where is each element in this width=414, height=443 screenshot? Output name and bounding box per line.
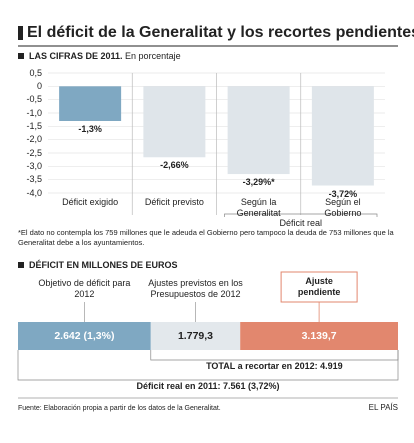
y-tick-label: -2,5 xyxy=(26,147,42,158)
highlight-box xyxy=(280,271,358,303)
category-label: Objetivo de déficit para 2012 xyxy=(38,278,131,299)
value-label: -3,29%* xyxy=(242,177,275,188)
bar-segment xyxy=(240,322,398,350)
source: Fuente: Elaboración propia a partir de l… xyxy=(18,405,221,412)
value-label: -1,3% xyxy=(78,124,102,134)
category-label: Déficit previsto xyxy=(144,197,204,207)
category-label: Según el Gobierno xyxy=(324,197,362,218)
bar xyxy=(143,86,206,158)
brand: EL PAÍS xyxy=(368,403,398,412)
bar-segment xyxy=(150,322,241,350)
value-label: -2,66% xyxy=(160,160,189,171)
bar xyxy=(227,86,290,175)
section-title: DÉFICIT EN MILLONES DE EUROS xyxy=(29,260,178,270)
y-tick-label: 0 xyxy=(36,80,42,91)
category-label: Déficit exigido xyxy=(62,197,119,207)
segment-label: 1.779,3 xyxy=(177,330,214,342)
footnote: *El dato no contempla los 759 millones q… xyxy=(18,228,394,247)
section-heading: LAS CIFRAS DE 2011. En porcentaje xyxy=(29,51,181,62)
y-tick-label: -0,5 xyxy=(26,94,42,105)
title-marker xyxy=(18,26,23,40)
group-bracket xyxy=(224,213,378,217)
section-bullet xyxy=(18,53,24,59)
category-label: Según la Generalitat xyxy=(236,197,281,218)
group-label: Déficit real xyxy=(279,218,322,228)
section-bullet xyxy=(18,262,24,268)
total-bracket xyxy=(150,350,399,361)
y-tick-label: -4,0 xyxy=(26,187,42,198)
category-label: Ajuste pendiente xyxy=(297,276,341,297)
value-label: -3,72% xyxy=(328,188,358,199)
y-tick-label: -2,0 xyxy=(26,134,42,145)
real-label: Déficit real en 2011: 7.561 (3,72%) xyxy=(136,381,280,391)
real-bracket xyxy=(17,350,399,381)
total-label: TOTAL a recortar en 2012: 4.919 xyxy=(206,361,343,371)
segment-label: 2.642 (1,3%) xyxy=(54,330,115,342)
title: El déficit de la Generalitat y los recor… xyxy=(27,24,414,41)
y-tick-label: 0,5 xyxy=(29,67,42,78)
y-tick-label: -3,5 xyxy=(26,174,42,185)
section-subtitle: En porcentaje xyxy=(125,51,181,61)
category-label: Ajustes previstos en los Presupuestos de… xyxy=(148,278,243,299)
y-tick-label: -1,5 xyxy=(26,120,42,131)
bar xyxy=(311,86,374,186)
bar xyxy=(59,86,122,121)
segment-label: 3.139,7 xyxy=(301,330,337,342)
bar-segment xyxy=(18,322,151,350)
section-title: LAS CIFRAS DE 2011. xyxy=(29,51,123,61)
y-tick-label: -1,0 xyxy=(26,107,42,118)
y-tick-label: -3,0 xyxy=(26,160,42,171)
